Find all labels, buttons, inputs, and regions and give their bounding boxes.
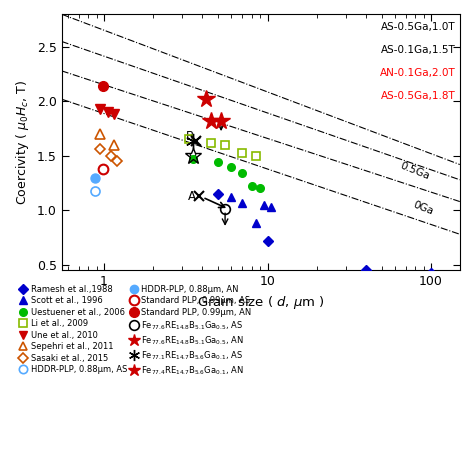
- Text: 0.5Ga: 0.5Ga: [399, 161, 431, 182]
- Text: AS-0.5Ga,1.0T: AS-0.5Ga,1.0T: [381, 22, 456, 32]
- X-axis label: Grain size ( $d$, $\mu$m ): Grain size ( $d$, $\mu$m ): [197, 293, 325, 310]
- Text: B: B: [186, 130, 194, 143]
- Text: AS-0.1Ga,1.5T: AS-0.1Ga,1.5T: [381, 45, 456, 55]
- Text: 0Ga: 0Ga: [412, 200, 435, 217]
- Legend: Ramesh et al.,1988, Scott et al., 1996, Uestuener et al., 2006, Li et al., 2009,: Ramesh et al.,1988, Scott et al., 1996, …: [18, 284, 253, 377]
- Text: AS-0.5Ga,1.8T: AS-0.5Ga,1.8T: [381, 91, 456, 101]
- Text: AN-0.1Ga,2.0T: AN-0.1Ga,2.0T: [380, 68, 456, 78]
- Text: A: A: [188, 190, 196, 202]
- Y-axis label: Coercivity ( $\mu_0 H_c$, T): Coercivity ( $\mu_0 H_c$, T): [14, 80, 31, 205]
